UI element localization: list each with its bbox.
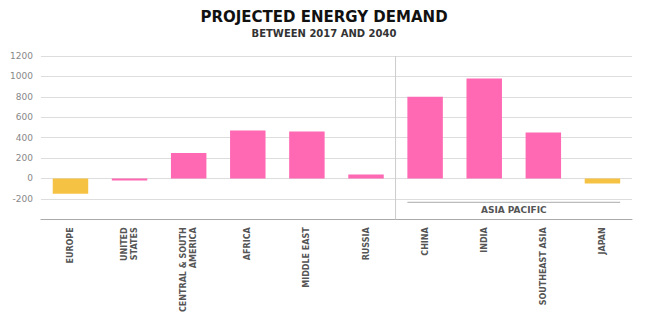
svg-text:0: 0 bbox=[27, 173, 33, 183]
svg-text:800: 800 bbox=[16, 92, 33, 102]
svg-text:AFRICA: AFRICA bbox=[243, 227, 252, 261]
svg-text:1200: 1200 bbox=[10, 51, 33, 61]
svg-text:-200: -200 bbox=[12, 194, 33, 204]
svg-text:ASIA PACIFIC: ASIA PACIFIC bbox=[481, 205, 547, 215]
svg-text:INDIA: INDIA bbox=[480, 227, 489, 253]
svg-text:1000: 1000 bbox=[10, 71, 33, 81]
svg-text:600: 600 bbox=[16, 112, 33, 122]
svg-text:RUSSIA: RUSSIA bbox=[362, 227, 371, 261]
svg-text:MIDDLE EAST: MIDDLE EAST bbox=[302, 227, 311, 288]
svg-text:CHINA: CHINA bbox=[421, 227, 430, 256]
svg-text:400: 400 bbox=[16, 133, 33, 143]
svg-text:UNITED: UNITED bbox=[120, 227, 129, 261]
svg-text:JAPAN: JAPAN bbox=[598, 227, 607, 255]
svg-text:SOUTHEAST ASIA: SOUTHEAST ASIA bbox=[539, 227, 548, 306]
svg-text:EUROPE: EUROPE bbox=[66, 227, 75, 263]
svg-text:200: 200 bbox=[16, 153, 33, 163]
svg-text:PROJECTED ENERGY DEMAND: PROJECTED ENERGY DEMAND bbox=[200, 8, 447, 26]
svg-text:STATES: STATES bbox=[130, 227, 139, 260]
svg-text:CENTRAL & SOUTH: CENTRAL & SOUTH bbox=[179, 227, 188, 312]
svg-text:AMERICA: AMERICA bbox=[189, 227, 198, 269]
svg-text:BETWEEN 2017 AND 2040: BETWEEN 2017 AND 2040 bbox=[252, 28, 397, 39]
